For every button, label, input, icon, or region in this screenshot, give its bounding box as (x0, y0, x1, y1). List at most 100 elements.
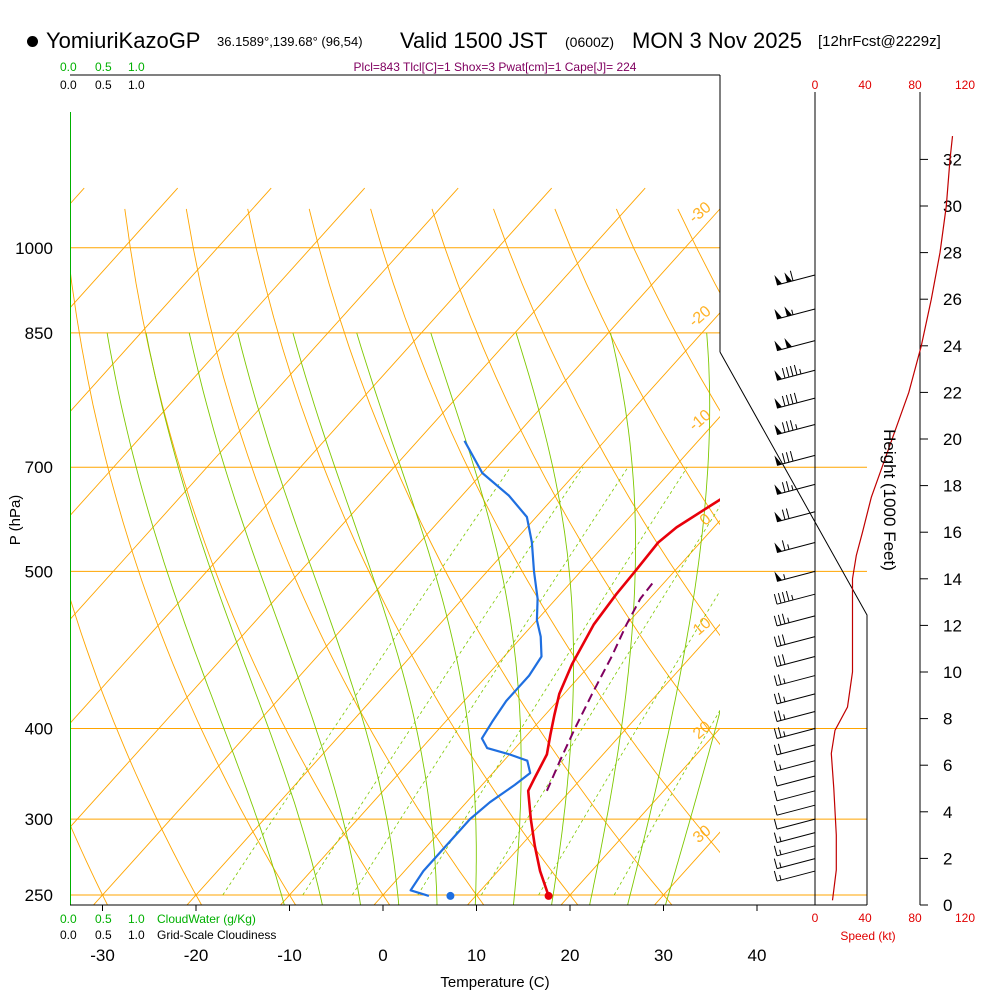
site-name: YomiuriKazoGP (46, 28, 201, 53)
wind-barb-flag (773, 693, 778, 705)
moist-adiabat-line (106, 332, 285, 905)
wind-barb-flag (773, 656, 778, 667)
isotherm-label: 30 (690, 822, 715, 847)
wind-barb-staff (776, 570, 816, 582)
wind-barb-pennant (774, 370, 782, 381)
dewpoint-profile-line (409, 440, 543, 897)
wind-barb-flag (781, 613, 786, 624)
wind-barb-flag (781, 509, 786, 520)
wind-barb-flag (777, 614, 782, 625)
isotherm-label: -10 (686, 407, 715, 435)
isotherm-label: -20 (686, 303, 715, 331)
wind-barb (773, 870, 816, 882)
wind-barb-flag (785, 590, 790, 602)
wind-barb-flag (777, 674, 782, 685)
wind-barb-staff (776, 274, 816, 286)
pressure-tick-label: 300 (25, 810, 53, 829)
wind-barb (773, 692, 816, 705)
wind-barb (774, 481, 816, 495)
height-tick-label: 28 (943, 244, 962, 263)
cloud-bottom-green-1: 0.5 (95, 912, 112, 926)
wind-barb-staff (776, 760, 816, 772)
wind-barb-half-flag (779, 764, 782, 770)
y-axis-title: P (hPa) (7, 495, 24, 546)
wind-barb-staff (776, 870, 816, 882)
wind-barb-half-flag (795, 424, 798, 430)
cloud-top-black-1: 0.5 (95, 78, 112, 92)
wind-barb-flag (773, 615, 778, 627)
wind-barb-staff (776, 369, 816, 381)
isotherm-line (830, 188, 1000, 918)
indices-line: Plcl=843 Tlcl[C]=1 Shox=3 Pwat[cm]=1 Cap… (354, 60, 637, 74)
cloud-top-black-2: 1.0 (128, 78, 145, 92)
axes-labels: Plcl=843 Tlcl[C]=1 Shox=3 Pwat[cm]=1 Cap… (7, 60, 899, 991)
height-tick-label: 30 (943, 197, 962, 216)
speed-tick-label-bottom: 120 (955, 911, 975, 925)
wind-barb-half-flag (783, 696, 786, 702)
wind-barb-flag (777, 592, 782, 604)
wind-barb-staff (776, 775, 816, 787)
wind-barb-flag (773, 636, 778, 647)
wind-barb-staff (776, 340, 816, 352)
height-tick-label: 14 (943, 570, 962, 589)
wind-barb-pennant (774, 398, 782, 409)
height-tick-label: 6 (943, 756, 952, 775)
wind-barb-flag (785, 421, 790, 432)
temperature-tick-label: -20 (184, 946, 209, 965)
x-axis-title: Temperature (C) (440, 974, 549, 991)
wind-barb (774, 420, 816, 435)
wind-barb-half-flag (779, 874, 782, 881)
site-dot-icon (27, 36, 38, 47)
dry-adiabat-line (308, 208, 673, 905)
wind-barb-staff (776, 693, 816, 705)
dry-adiabat-line (924, 209, 1000, 918)
wind-barb-flag (789, 365, 794, 377)
dry-adiabat-line (554, 208, 720, 526)
wind-barb-pennant (774, 308, 782, 319)
wind-barb-flag (785, 508, 790, 519)
wind-barb-flag (781, 591, 786, 603)
wind-barb-flag (773, 805, 778, 816)
height-tick-label: 32 (943, 150, 962, 169)
wind-barb-flag (773, 594, 778, 605)
wind-barb-pennant (784, 272, 792, 283)
wind-barb-staff (776, 615, 816, 627)
wind-barb-pennant (774, 455, 782, 466)
temperature-tick-label: 0 (378, 946, 387, 965)
wind-barb-pennant (784, 306, 792, 317)
wind-profile-area: 0040408080120120024681012141618202224262… (773, 78, 975, 925)
wind-barb-half-flag (791, 485, 794, 491)
height-tick-label: 18 (943, 477, 962, 496)
pressure-tick-label: 1000 (15, 239, 53, 258)
mixing-ratio-line (222, 466, 511, 896)
temperature-tick-label: -30 (90, 946, 115, 965)
wind-barb-flag (781, 540, 786, 551)
wind-barb-flag (773, 775, 778, 787)
wind-barb (773, 727, 816, 739)
wind-barb-pennant (784, 337, 792, 348)
mixing-ratio-line (538, 590, 720, 896)
moist-adiabat-line (292, 332, 438, 905)
cloud-bottom-black-0: 0.0 (60, 928, 77, 942)
valid-date: MON 3 Nov 2025 (632, 28, 802, 53)
wind-barb-staff (776, 636, 816, 648)
cloud-top-green-2: 1.0 (128, 60, 145, 74)
speed-tick-label-top: 80 (908, 78, 922, 92)
wind-barb (773, 674, 816, 687)
wind-barb-half-flag (783, 574, 786, 580)
wind-barb-flag (773, 711, 778, 722)
moist-adiabat-line (188, 332, 361, 905)
dry-adiabat-line (70, 596, 203, 905)
moist-adiabat-line (356, 332, 477, 905)
wind-barb-flag (785, 481, 790, 492)
dry-adiabat-line (801, 209, 1000, 918)
wind-barb-flag (785, 452, 790, 463)
valid-zulu: (0600Z) (565, 34, 615, 50)
wind-barb-flag (777, 692, 782, 703)
moist-adiabat-line (589, 332, 636, 905)
dry-adiabat-line (431, 208, 720, 746)
wind-barb-flag (773, 858, 778, 869)
mixing-ratio-line (302, 466, 584, 896)
wind-barb (773, 804, 816, 816)
